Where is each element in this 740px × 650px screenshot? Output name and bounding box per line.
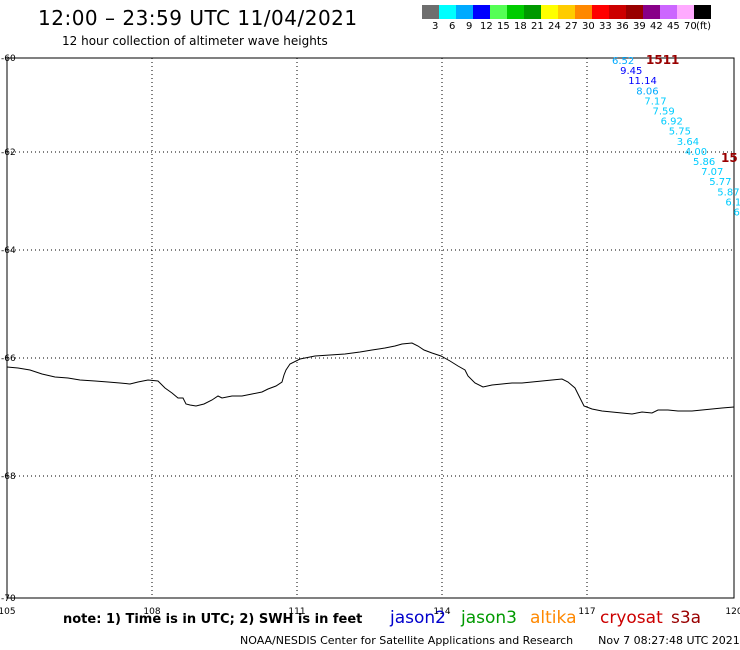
swh-value: 7.59 [653, 107, 675, 118]
jason2-track: 6.529.4511.148.067.177.596.925.753.644.0… [612, 53, 740, 219]
color-swatch [422, 5, 439, 19]
swh-value: 9.45 [620, 66, 642, 77]
pass-label: 1511 [646, 53, 679, 67]
color-swatch [660, 5, 677, 19]
color-scale-label: 33 [599, 21, 612, 32]
color-scale-label: 45 [667, 21, 680, 32]
satellite-s3a: s3a [671, 608, 702, 628]
swh-value: 5.77 [709, 177, 731, 188]
color-scale-label: 9 [466, 21, 473, 32]
swh-value: 6. [734, 208, 740, 219]
color-swatch [626, 5, 643, 19]
y-tick-label: -70 [1, 594, 16, 604]
color-scale-label: 70 [684, 21, 697, 32]
x-tick-label: 111 [288, 607, 305, 617]
swh-value: 11.14 [628, 76, 657, 87]
color-swatch [507, 5, 524, 19]
y-tick-label: -66 [1, 354, 16, 364]
color-swatch [609, 5, 626, 19]
coastline [6, 342, 735, 415]
credit-line: NOAA/NESDIS Center for Satellite Applica… [240, 634, 740, 647]
color-swatch [575, 5, 592, 19]
swh-value: 8.06 [636, 86, 658, 97]
swh-value: 7.17 [644, 96, 666, 107]
x-tick-label: 114 [433, 607, 450, 617]
y-tick-label: -68 [1, 472, 16, 482]
color-scale-label: 3 [432, 21, 439, 32]
color-scale-label: 6 [449, 21, 456, 32]
color-scale-label: 18 [514, 21, 527, 32]
axis-ticks: 105 108 111 114 117 120 -60 -62 -64 -66 -68 -70 [0, 54, 740, 617]
color-scale-label: 30 [582, 21, 595, 32]
swh-value: 6.1 [725, 197, 740, 208]
pass-label: 15 [721, 151, 738, 165]
color-swatch [490, 5, 507, 19]
x-tick-label: 108 [143, 607, 160, 617]
color-scale-label: 39 [633, 21, 646, 32]
color-swatch [456, 5, 473, 19]
swh-value: 5.75 [669, 127, 691, 138]
y-tick-label: -64 [1, 246, 16, 256]
timestamp: Nov 7 08:27:48 UTC 2021 [598, 634, 740, 647]
grid-lines [7, 58, 734, 598]
color-swatch [473, 5, 490, 19]
satellite-jason3: jason3 [461, 608, 517, 628]
credit-text: NOAA/NESDIS Center for Satellite Applica… [240, 634, 574, 647]
color-scale [422, 5, 711, 19]
units-note: note: 1) Time is in UTC; 2) SWH is in fe… [63, 612, 363, 627]
x-tick-label: 117 [578, 607, 595, 617]
swh-value: 6.92 [661, 117, 683, 128]
swh-value: 4.00 [685, 147, 707, 158]
page-title: 12:00 – 23:59 UTC 11/04/2021 [38, 6, 358, 30]
y-tick-label: -60 [1, 54, 16, 64]
swh-value: 7.07 [701, 167, 723, 178]
page-subtitle: 12 hour collection of altimeter wave hei… [62, 34, 328, 48]
y-tick-label: -62 [1, 148, 16, 158]
color-swatch [592, 5, 609, 19]
map-frame [6, 57, 735, 599]
color-scale-label: 12 [480, 21, 493, 32]
x-tick-label: 120 [725, 607, 740, 617]
color-scale-label: 42 [650, 21, 663, 32]
satellite-jason2: jason2 [390, 608, 446, 628]
color-swatch [558, 5, 575, 19]
color-swatch [643, 5, 660, 19]
color-scale-label: 27 [565, 21, 578, 32]
color-scale-label: 24 [548, 21, 561, 32]
swh-value: 5.87 [717, 187, 739, 198]
color-swatch [677, 5, 694, 19]
satellite-altika: altika [530, 608, 577, 628]
color-swatch [541, 5, 558, 19]
color-scale-label: 15 [497, 21, 510, 32]
color-swatch [694, 5, 711, 19]
color-swatch [524, 5, 541, 19]
x-tick-label: 105 [0, 607, 16, 617]
satellite-cryosat: cryosat [600, 608, 663, 628]
swh-value: 6.52 [612, 56, 634, 67]
color-swatch [439, 5, 456, 19]
color-scale-label: 21 [531, 21, 544, 32]
color-scale-label: 36 [616, 21, 629, 32]
swh-value: 5.86 [693, 157, 715, 168]
color-scale-label: (ft) [696, 21, 712, 32]
swh-value: 3.64 [677, 137, 699, 148]
